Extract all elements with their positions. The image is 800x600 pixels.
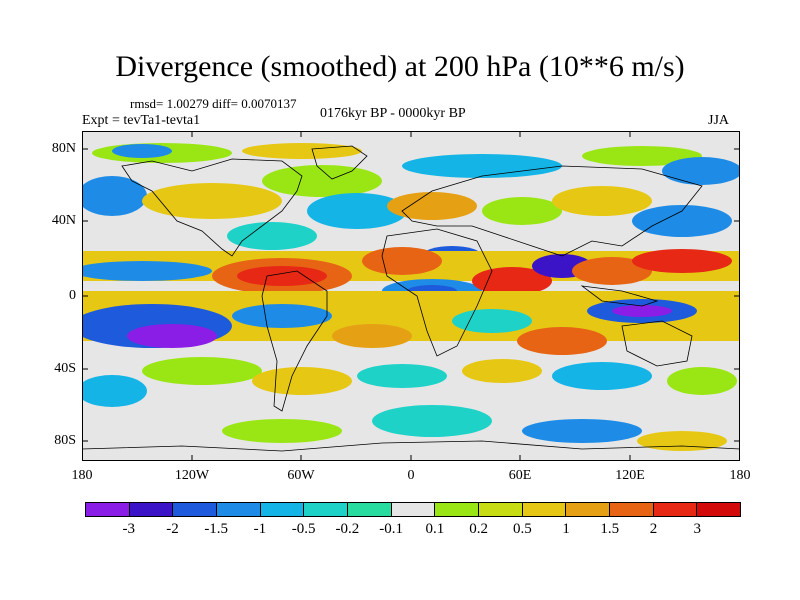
field-blob xyxy=(237,266,327,286)
colorbar-label: -0.1 xyxy=(379,521,403,537)
coastlines xyxy=(82,145,740,452)
coast-south-america xyxy=(261,270,328,412)
coast-africa xyxy=(381,228,493,357)
field-blob xyxy=(522,419,642,443)
field-blob xyxy=(262,165,382,197)
lon-label: 120E xyxy=(615,468,645,483)
coast-north-america xyxy=(121,158,303,257)
field-blob xyxy=(452,309,532,333)
colorbar-swatch xyxy=(391,503,436,516)
field-blob xyxy=(632,205,732,237)
field-blob xyxy=(572,257,652,285)
field-blob xyxy=(332,324,412,348)
field-blob xyxy=(142,183,282,219)
field-blob xyxy=(662,157,740,185)
colorbar-swatch xyxy=(86,503,130,516)
field-blob xyxy=(222,419,342,443)
colorbar-swatch xyxy=(217,503,261,516)
coast-greenland xyxy=(311,145,368,180)
colorbar-label: 1.5 xyxy=(600,521,620,537)
colorbar-label: 2 xyxy=(649,521,658,537)
season-label: JJA xyxy=(708,113,730,128)
lon-label: 60E xyxy=(508,468,532,483)
experiment-label: Expt = tevTa1-tevta1 xyxy=(82,113,201,128)
field-blob xyxy=(402,154,562,178)
field-blob xyxy=(637,431,727,451)
colorbar-label: 0.5 xyxy=(512,521,532,537)
colorbar-swatch xyxy=(173,503,218,516)
divergence-field xyxy=(82,143,740,451)
colorbar-swatch xyxy=(610,503,654,516)
field-blob xyxy=(227,222,317,250)
lon-label: 60W xyxy=(287,468,315,483)
field-blob xyxy=(552,362,652,390)
field-blob xyxy=(517,327,607,355)
lon-label: 180 xyxy=(71,468,93,483)
field-blob xyxy=(82,261,212,281)
colorbar-swatch xyxy=(348,503,392,516)
colorbar xyxy=(85,502,741,517)
coast-indonesia xyxy=(580,285,659,307)
coast-australia xyxy=(621,320,693,367)
colorbar-swatch xyxy=(260,503,305,516)
colorbar-swatch xyxy=(435,503,480,516)
field-blob xyxy=(482,197,562,225)
field-blob xyxy=(82,375,147,407)
plot-title: Divergence (smoothed) at 200 hPa (10**6 … xyxy=(115,50,685,83)
field-blob xyxy=(142,357,262,385)
field-blob xyxy=(127,324,217,348)
colorbar-label: -0.5 xyxy=(291,521,316,537)
field-blob xyxy=(462,359,542,383)
axis-ticks xyxy=(82,131,740,461)
lon-label: 0 xyxy=(407,468,415,483)
lon-label: 120W xyxy=(174,468,210,483)
field-blob xyxy=(82,176,147,216)
field-blob xyxy=(307,193,407,229)
field-blob xyxy=(632,249,732,273)
field-blob xyxy=(387,192,477,220)
colorbar-swatch xyxy=(697,503,741,516)
divergence-map xyxy=(82,131,740,461)
colorbar-swatch xyxy=(479,503,523,516)
field-blob xyxy=(232,304,332,328)
colorbar-swatch xyxy=(522,503,567,516)
lat-label: 40N xyxy=(51,213,76,228)
field-blob xyxy=(582,146,702,166)
lat-label: 0 xyxy=(69,288,76,303)
colorbar-label: -0.2 xyxy=(335,521,360,537)
colorbar-label: 1 xyxy=(562,521,570,537)
lon-label: 180 xyxy=(729,468,751,483)
colorbar-label: 3 xyxy=(693,521,702,537)
field-blob xyxy=(252,367,352,395)
colorbar-label: 0.2 xyxy=(469,521,488,537)
colorbar-label: 0.1 xyxy=(425,521,445,537)
field-blob xyxy=(112,144,172,158)
colorbar-swatch xyxy=(566,503,611,516)
field-blob xyxy=(472,267,552,295)
lat-label: 80S xyxy=(54,433,76,448)
colorbar-swatch xyxy=(129,503,174,516)
field-blob xyxy=(612,305,672,317)
stats-text: rmsd= 1.00279 diff= 0.0070137 xyxy=(130,96,297,111)
field-blob xyxy=(667,367,737,395)
field-blob xyxy=(357,364,447,388)
colorbar-label: -3 xyxy=(122,521,135,537)
field-blob xyxy=(242,143,362,159)
coast-antarctica xyxy=(82,440,740,452)
colorbar-swatch xyxy=(304,503,349,516)
lat-label: 40S xyxy=(54,361,76,376)
field-blob xyxy=(372,405,492,437)
field-blob xyxy=(552,186,652,216)
period-text: 0176kyr BP - 0000kyr BP xyxy=(320,106,466,121)
lat-label: 80N xyxy=(51,141,76,156)
colorbar-label: -1 xyxy=(253,521,267,537)
field-blob xyxy=(362,247,442,275)
colorbar-label: -2 xyxy=(166,521,179,537)
colorbar-swatch xyxy=(653,503,698,516)
colorbar-label: -1.5 xyxy=(204,521,229,537)
coast-eurasia xyxy=(401,165,703,257)
